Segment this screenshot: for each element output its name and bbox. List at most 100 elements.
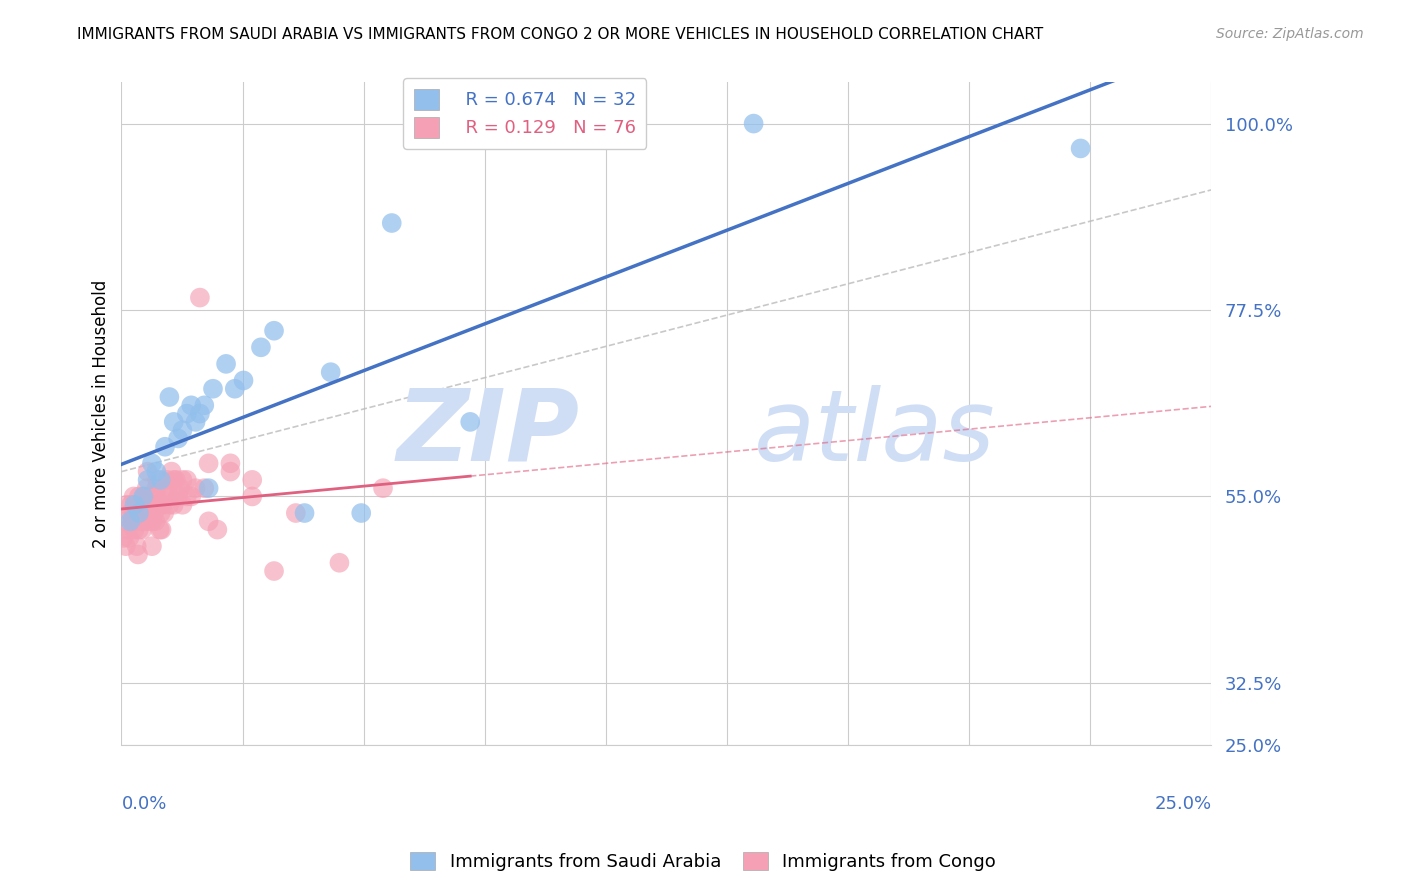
- Point: [197, 456, 219, 470]
- Point: [149, 473, 172, 487]
- Point: [197, 481, 219, 495]
- Point: [184, 415, 207, 429]
- Point: [207, 523, 229, 537]
- Point: [114, 539, 136, 553]
- Point: [219, 456, 242, 470]
- Point: [169, 481, 191, 495]
- Point: [146, 473, 169, 487]
- Point: [381, 216, 404, 230]
- Point: [167, 490, 190, 504]
- Point: [117, 523, 139, 537]
- Point: [458, 415, 481, 429]
- Point: [129, 514, 152, 528]
- Point: [120, 506, 142, 520]
- Point: [240, 490, 263, 504]
- Point: [157, 498, 180, 512]
- Point: [215, 357, 238, 371]
- Point: [127, 548, 149, 562]
- Point: [165, 473, 187, 487]
- Point: [124, 506, 146, 520]
- Point: [118, 531, 141, 545]
- Point: [114, 514, 136, 528]
- Point: [1070, 141, 1092, 155]
- Point: [145, 514, 167, 528]
- Point: [742, 117, 765, 131]
- Point: [180, 490, 202, 504]
- Point: [176, 490, 198, 504]
- Point: [163, 473, 186, 487]
- Point: [163, 415, 186, 429]
- Point: [132, 514, 155, 528]
- Point: [163, 498, 186, 512]
- Point: [188, 407, 211, 421]
- Point: [294, 506, 316, 520]
- Point: [136, 465, 159, 479]
- Point: [128, 490, 150, 504]
- Point: [139, 498, 162, 512]
- Point: [188, 291, 211, 305]
- Point: [149, 498, 172, 512]
- Point: [149, 506, 172, 520]
- Point: [141, 539, 163, 553]
- Legend:   R = 0.674   N = 32,   R = 0.129   N = 76: R = 0.674 N = 32, R = 0.129 N = 76: [404, 78, 647, 148]
- Point: [176, 473, 198, 487]
- Point: [141, 514, 163, 528]
- Point: [156, 473, 179, 487]
- Point: [143, 506, 166, 520]
- Point: [197, 514, 219, 528]
- Point: [128, 506, 150, 520]
- Point: [138, 490, 160, 504]
- Point: [240, 473, 263, 487]
- Text: 0.0%: 0.0%: [121, 795, 167, 813]
- Point: [232, 374, 254, 388]
- Point: [263, 564, 285, 578]
- Point: [128, 523, 150, 537]
- Point: [180, 398, 202, 412]
- Point: [150, 523, 173, 537]
- Point: [152, 498, 174, 512]
- Point: [149, 523, 172, 537]
- Point: [176, 407, 198, 421]
- Point: [141, 456, 163, 470]
- Y-axis label: 2 or more Vehicles in Household: 2 or more Vehicles in Household: [93, 279, 110, 548]
- Point: [124, 523, 146, 537]
- Point: [172, 498, 194, 512]
- Point: [160, 465, 183, 479]
- Point: [153, 490, 176, 504]
- Legend: Immigrants from Saudi Arabia, Immigrants from Congo: Immigrants from Saudi Arabia, Immigrants…: [402, 845, 1004, 879]
- Point: [132, 490, 155, 504]
- Point: [193, 398, 215, 412]
- Point: [145, 465, 167, 479]
- Point: [184, 481, 207, 495]
- Point: [157, 390, 180, 404]
- Point: [120, 514, 142, 528]
- Point: [157, 490, 180, 504]
- Point: [125, 539, 148, 553]
- Point: [263, 324, 285, 338]
- Text: IMMIGRANTS FROM SAUDI ARABIA VS IMMIGRANTS FROM CONGO 2 OR MORE VEHICLES IN HOUS: IMMIGRANTS FROM SAUDI ARABIA VS IMMIGRAN…: [77, 27, 1043, 42]
- Point: [135, 481, 157, 495]
- Point: [124, 506, 146, 520]
- Point: [328, 556, 350, 570]
- Point: [319, 365, 342, 379]
- Point: [145, 490, 167, 504]
- Point: [219, 465, 242, 479]
- Point: [153, 440, 176, 454]
- Point: [145, 481, 167, 495]
- Point: [131, 523, 153, 537]
- Point: [128, 498, 150, 512]
- Point: [201, 382, 224, 396]
- Text: atlas: atlas: [754, 385, 995, 482]
- Point: [193, 481, 215, 495]
- Point: [132, 490, 155, 504]
- Point: [148, 498, 170, 512]
- Point: [124, 498, 146, 512]
- Point: [284, 506, 307, 520]
- Point: [122, 490, 145, 504]
- Point: [371, 481, 394, 495]
- Text: 25.0%: 25.0%: [1154, 795, 1212, 813]
- Point: [224, 382, 246, 396]
- Point: [139, 506, 162, 520]
- Point: [134, 498, 156, 512]
- Point: [250, 340, 273, 354]
